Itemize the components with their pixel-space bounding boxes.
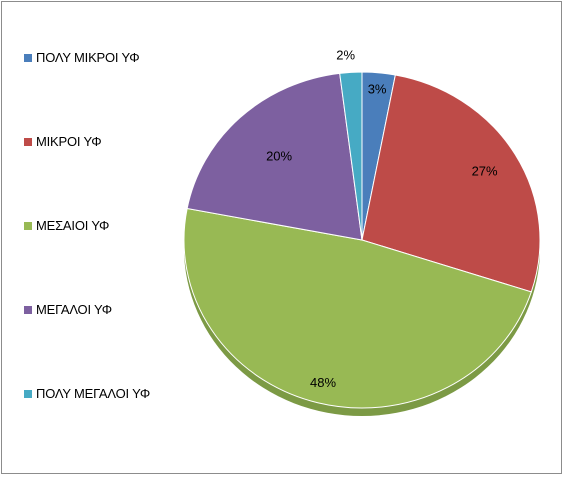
legend-swatch: [24, 305, 32, 314]
pie-slice-1: [361, 74, 541, 293]
legend-swatch: [24, 389, 32, 398]
data-label-4: 2%: [336, 48, 355, 63]
pie-labels: 3% 27% 48% 20% 2%: [266, 48, 498, 391]
legend-item-small: ΜΙΚΡΟΙ ΥΦ: [24, 134, 102, 149]
legend-label: ΠΟΛΥ ΜΙΚΡΟΙ ΥΦ: [36, 50, 140, 65]
pie-slice-4: [339, 71, 363, 241]
legend-item-very-small: ΠΟΛΥ ΜΙΚΡΟΙ ΥΦ: [24, 50, 140, 65]
legend-swatch: [24, 137, 32, 146]
legend-swatch: [24, 221, 32, 230]
legend-label: ΜΙΚΡΟΙ ΥΦ: [36, 134, 102, 149]
pie-slice-3: [186, 72, 363, 241]
legend-label: ΜΕΣΑΙΟΙ ΥΦ: [36, 218, 110, 233]
legend: ΠΟΛΥ ΜΙΚΡΟΙ ΥΦ ΜΙΚΡΟΙ ΥΦ ΜΕΣΑΙΟΙ ΥΦ ΜΕΓΑ…: [24, 44, 194, 414]
legend-swatch: [24, 53, 32, 62]
legend-item-very-large: ΠΟΛΥ ΜΕΓΑΛΟΙ ΥΦ: [24, 386, 150, 401]
data-label-1: 27%: [472, 164, 498, 179]
legend-label: ΜΕΓΑΛΟΙ ΥΦ: [36, 302, 112, 317]
legend-item-medium: ΜΕΣΑΙΟΙ ΥΦ: [24, 218, 109, 233]
legend-item-large: ΜΕΓΑΛΟΙ ΥΦ: [24, 302, 112, 317]
legend-label: ΠΟΛΥ ΜΕΓΑΛΟΙ ΥΦ: [36, 386, 150, 401]
data-label-2: 48%: [310, 375, 336, 390]
pie-slices: [183, 71, 541, 409]
pie-slice-2: [183, 207, 532, 409]
data-label-0: 3%: [368, 82, 387, 97]
data-label-3: 20%: [266, 149, 292, 164]
